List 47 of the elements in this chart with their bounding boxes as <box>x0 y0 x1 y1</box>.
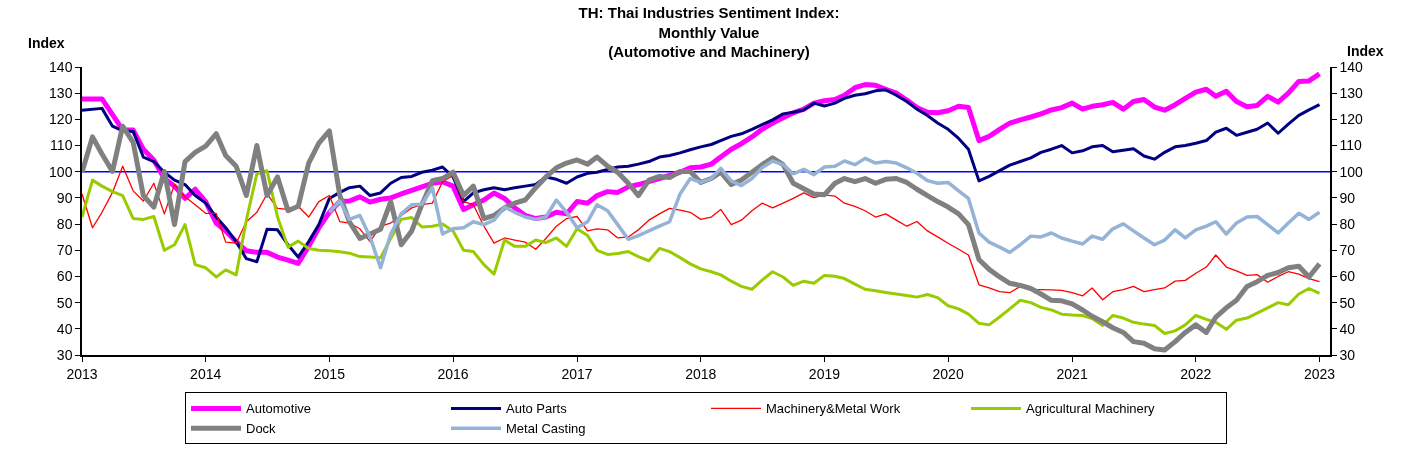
y2-tick-label: 30 <box>1339 346 1356 363</box>
x-tick-label: 2018 <box>685 365 717 382</box>
legend-label: Automotive <box>246 401 312 417</box>
y-tick-label: 80 <box>56 215 73 232</box>
y-tick-label: 110 <box>50 137 73 154</box>
x-tick-label: 2019 <box>808 365 841 382</box>
y2-tick-label: 60 <box>1339 268 1356 285</box>
x-tick-label: 2021 <box>1056 365 1088 382</box>
y-tick-label: 100 <box>49 163 73 180</box>
y2-tick-label: 80 <box>1339 215 1356 232</box>
y-tick-label: 40 <box>56 320 73 337</box>
y-tick-label: 90 <box>56 189 73 206</box>
legend-label: Auto Parts <box>506 401 568 417</box>
y-tick-label: 60 <box>56 268 73 285</box>
y2-tick-label: 90 <box>1339 189 1356 206</box>
y2-axis-title: Index <box>1347 43 1384 59</box>
y2-tick-label: 40 <box>1339 320 1356 337</box>
y-tick-label: 70 <box>56 242 73 259</box>
y-tick-label: 120 <box>49 111 73 128</box>
line-series <box>82 169 1321 336</box>
x-tick-label: 2017 <box>561 365 593 382</box>
line-series <box>327 156 1322 270</box>
y-tick-label: 30 <box>56 346 73 363</box>
x-tick-label: 2014 <box>190 365 222 382</box>
y-axis-title: Index <box>28 35 65 51</box>
x-tick-label: 2015 <box>313 365 346 382</box>
legend-label: Machinery&Metal Work <box>766 401 901 417</box>
line-series <box>82 165 1321 301</box>
x-tick-label: 2022 <box>1180 365 1212 382</box>
y-tick-label: 130 <box>49 85 73 102</box>
y2-tick-label: 110 <box>1339 137 1363 154</box>
y-tick-label: 50 <box>56 294 73 311</box>
y2-tick-label: 120 <box>1339 111 1364 128</box>
y2-tick-label: 50 <box>1339 294 1356 311</box>
y2-tick-label: 70 <box>1339 242 1356 259</box>
chart-title: TH: Thai Industries Sentiment Index: Monthly Value (Automotive and Machinery) <box>578 4 840 61</box>
y2-tick-label: 100 <box>1339 163 1364 180</box>
x-tick-label: 2016 <box>437 365 469 382</box>
legend-label: Dock <box>246 421 277 437</box>
y2-tick-label: 140 <box>1339 58 1364 75</box>
x-tick-label: 2020 <box>932 365 964 382</box>
y-tick-label: 140 <box>49 58 73 75</box>
legend-label: Agricultural Machinery <box>1026 401 1156 417</box>
x-tick-label: 2013 <box>66 365 98 382</box>
x-tick-label: 2023 <box>1303 365 1336 382</box>
legend-label: Metal Casting <box>506 421 586 437</box>
y2-tick-label: 130 <box>1339 85 1364 102</box>
